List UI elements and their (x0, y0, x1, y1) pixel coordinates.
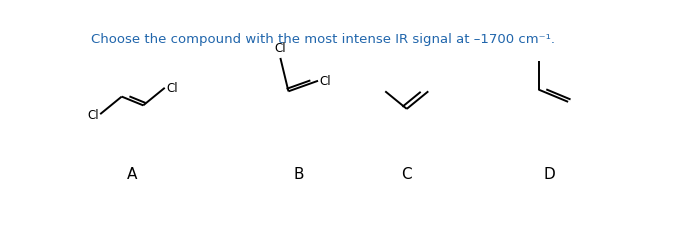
Text: A: A (127, 166, 137, 181)
Text: B: B (294, 166, 305, 181)
Text: D: D (543, 166, 555, 181)
Text: Choose the compound with the most intense IR signal at –1700 cm⁻¹.: Choose the compound with the most intens… (91, 32, 555, 45)
Text: Cl: Cl (275, 42, 286, 55)
Text: Cl: Cl (167, 82, 178, 95)
Text: Cl: Cl (87, 108, 99, 121)
Text: Cl: Cl (320, 75, 331, 88)
Text: C: C (401, 166, 412, 181)
